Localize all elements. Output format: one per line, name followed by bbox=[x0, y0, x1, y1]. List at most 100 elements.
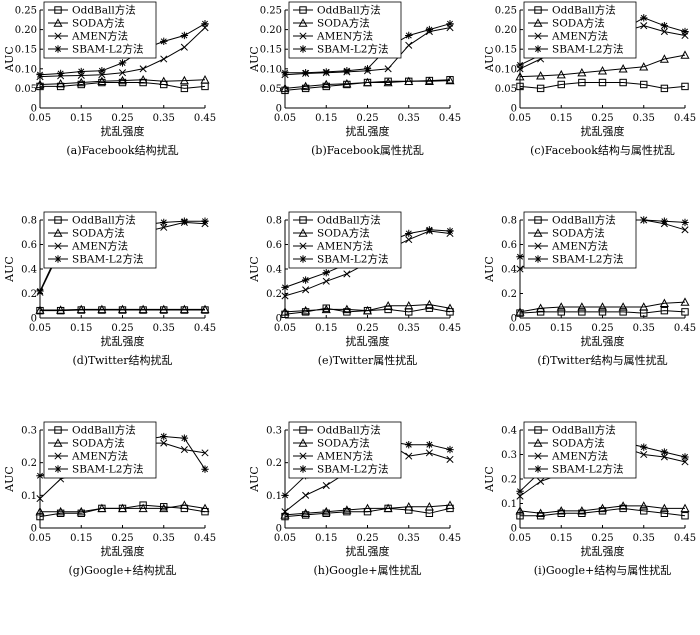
data-point bbox=[660, 217, 669, 225]
chart-panel: 00.050.100.150.200.250.05 0.15 0.25 0.35 0.4… bbox=[483, 1, 696, 157]
x-axis-title: 扰乱强度 bbox=[101, 124, 145, 138]
data-point bbox=[598, 308, 607, 316]
y-tick-label: 0 bbox=[276, 104, 282, 115]
data-point bbox=[117, 75, 128, 85]
x-tick-label: 0.15 bbox=[550, 113, 572, 124]
x-tick-label: 0.45 bbox=[439, 113, 461, 124]
data-point bbox=[598, 78, 607, 87]
data-point bbox=[404, 76, 414, 86]
data-point bbox=[446, 445, 454, 454]
x-tick-label: 0.45 bbox=[194, 533, 216, 544]
x-axis-title: 扰乱强度 bbox=[581, 544, 625, 558]
data-point bbox=[36, 70, 44, 79]
legend-marker bbox=[534, 216, 542, 224]
data-point bbox=[281, 292, 289, 300]
data-point bbox=[322, 268, 330, 277]
data-point bbox=[76, 77, 86, 87]
chart-panel: 0 0.2 0.4 0.6 0.8 0.05 0.15 0.25 0.35 0.45 AUC 扰乱强度… bbox=[483, 211, 696, 367]
data-point bbox=[362, 77, 373, 87]
data-point bbox=[180, 84, 189, 93]
data-point bbox=[536, 508, 546, 517]
y-axis-title: AUC bbox=[483, 256, 496, 283]
legend-marker bbox=[298, 228, 308, 237]
data-point bbox=[362, 503, 373, 513]
data-point bbox=[536, 303, 546, 312]
data-point bbox=[362, 305, 373, 315]
x-tick-label: 0.45 bbox=[439, 323, 461, 334]
data-point bbox=[160, 432, 168, 441]
y-tick-label: 0.6 bbox=[266, 240, 282, 251]
data-point bbox=[342, 505, 352, 514]
legend-marker bbox=[299, 32, 307, 40]
data-point bbox=[322, 68, 330, 76]
data-point bbox=[280, 83, 290, 93]
data-point bbox=[118, 59, 127, 67]
series-line bbox=[519, 505, 685, 514]
data-point bbox=[56, 69, 65, 78]
data-point bbox=[556, 302, 566, 311]
chart-panel: 0 0.2 0.4 0.6 0.8 0.05 0.15 0.25 0.35 0.45 AUC 扰乱强度… bbox=[248, 211, 461, 367]
y-tick-label: 0.1 bbox=[266, 491, 282, 502]
data-point bbox=[618, 302, 628, 311]
legend-label: OddBall方法 bbox=[72, 214, 136, 227]
data-point bbox=[200, 503, 210, 513]
data-point bbox=[35, 305, 45, 314]
data-point bbox=[536, 71, 546, 80]
data-point bbox=[660, 509, 669, 518]
x-tick-label: 0.05 bbox=[509, 533, 531, 544]
series-line bbox=[519, 310, 686, 314]
data-point bbox=[201, 217, 209, 225]
data-point bbox=[302, 286, 310, 294]
data-point bbox=[160, 218, 168, 227]
data-point bbox=[516, 512, 524, 520]
x-tick-label: 0.25 bbox=[111, 113, 133, 124]
series-line bbox=[39, 79, 206, 85]
data-point bbox=[516, 82, 524, 91]
data-point bbox=[180, 217, 189, 225]
data-point bbox=[515, 506, 525, 515]
legend-marker bbox=[298, 18, 308, 27]
x-tick-label: 0.25 bbox=[591, 323, 613, 334]
data-point bbox=[536, 84, 545, 93]
data-point bbox=[424, 76, 434, 86]
panel-caption: (g)Google+结构扰乱 bbox=[69, 563, 177, 577]
legend-label: SBAM-L2方法 bbox=[317, 463, 388, 476]
series-line bbox=[40, 82, 206, 89]
data-point bbox=[680, 297, 690, 306]
y-axis-title: AUC bbox=[248, 256, 261, 283]
data-point bbox=[342, 304, 352, 314]
data-point bbox=[446, 20, 454, 28]
x-tick-label: 0.25 bbox=[591, 113, 613, 124]
x-tick-label: 0.25 bbox=[111, 323, 133, 334]
legend-label: AMEN方法 bbox=[316, 240, 373, 253]
panel-caption: (f)Twitter结构与属性扰乱 bbox=[537, 353, 667, 367]
x-tick-label: 0.35 bbox=[153, 113, 175, 124]
data-point bbox=[660, 84, 669, 93]
data-point bbox=[76, 304, 86, 314]
series-line bbox=[519, 301, 686, 313]
x-tick-label: 0.35 bbox=[398, 323, 420, 334]
y-tick-label: 0.15 bbox=[495, 45, 517, 56]
legend-label: SBAM-L2方法 bbox=[552, 253, 623, 266]
legend-marker bbox=[298, 438, 308, 447]
legend-label: SBAM-L2方法 bbox=[72, 43, 143, 56]
data-point bbox=[201, 306, 209, 314]
data-point bbox=[138, 75, 148, 84]
y-axis-title: AUC bbox=[483, 46, 496, 73]
panel-caption: (d)Twitter结构扰乱 bbox=[72, 353, 172, 367]
data-point bbox=[56, 506, 66, 516]
data-point bbox=[597, 302, 608, 311]
data-point bbox=[516, 265, 524, 273]
y-tick-label: 0.8 bbox=[21, 216, 37, 227]
legend-label: SBAM-L2方法 bbox=[552, 463, 623, 476]
x-tick-label: 0.05 bbox=[29, 533, 51, 544]
y-tick-label: 0 bbox=[276, 314, 282, 325]
y-tick-label: 0 bbox=[276, 524, 282, 535]
x-tick-label: 0.25 bbox=[356, 533, 378, 544]
legend-label: SBAM-L2方法 bbox=[317, 43, 388, 56]
x-tick-label: 0.05 bbox=[29, 113, 51, 124]
legend-label: AMEN方法 bbox=[316, 30, 373, 43]
